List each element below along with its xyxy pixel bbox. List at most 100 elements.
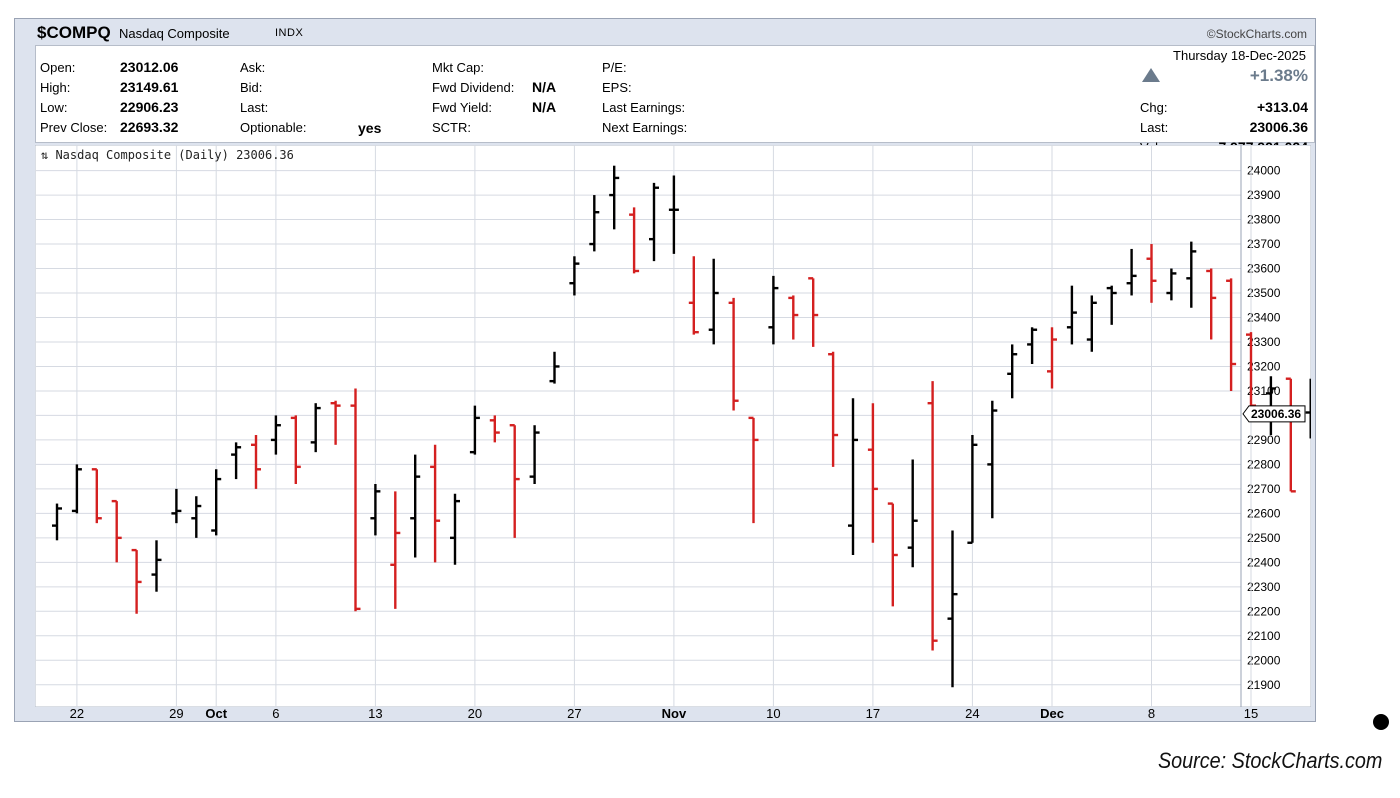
y-tick-label: 23900	[1247, 188, 1281, 202]
last-value-label: 23006.36	[1251, 407, 1301, 421]
x-tick-label: 8	[1147, 706, 1156, 721]
ohlc-bar	[469, 405, 480, 455]
percent-change: +1.38%	[1249, 66, 1308, 85]
chg-value: +313.04	[1257, 99, 1308, 115]
last-price-value: 23006.36	[1249, 119, 1308, 135]
last-price-label: Last:	[1140, 120, 1169, 135]
ohlc-bar	[1186, 241, 1197, 308]
chg-label: Chg:	[1140, 100, 1168, 115]
ohlc-bar	[1027, 327, 1038, 365]
mkt-cap-label: Mkt Cap:	[432, 60, 485, 75]
ohlc-bar	[171, 488, 182, 524]
y-tick-label: 22700	[1247, 482, 1281, 496]
x-tick-label: Nov	[661, 706, 687, 721]
ohlc-bar	[768, 275, 779, 345]
pe-label: P/E:	[602, 60, 627, 75]
y-tick-label: 22000	[1247, 653, 1281, 667]
ohlc-bar	[728, 297, 739, 411]
ohlc-bar	[629, 207, 640, 274]
ohlc-bar	[569, 256, 580, 296]
x-tick-label: 27	[567, 706, 582, 721]
fwd-dividend-label: Fwd Dividend:	[432, 80, 515, 95]
low-label: Low:	[40, 100, 68, 115]
y-tick-label: 22500	[1247, 531, 1281, 545]
ohlc-bar	[330, 400, 341, 445]
index-name: Nasdaq Composite	[119, 26, 230, 41]
ohlc-bar	[788, 295, 799, 340]
ohlc-bar	[151, 540, 162, 592]
ohlc-bar	[1285, 377, 1296, 493]
ohlc-bar	[71, 464, 82, 514]
quote-panel: Open: 23012.06 High: 23149.61 Low: 22906…	[35, 45, 1315, 155]
next-earnings-label: Next Earnings:	[602, 120, 688, 135]
optionable-value: yes	[358, 120, 382, 136]
ohlc-bar	[867, 403, 878, 543]
ohlc-bar	[350, 388, 361, 612]
high-value: 23149.61	[120, 79, 179, 95]
ohlc-bar	[589, 195, 600, 252]
ask-label: Ask:	[240, 60, 266, 75]
x-tick-label: 17	[865, 706, 881, 721]
ohlc-bar	[509, 424, 520, 538]
ohlc-bar	[91, 468, 102, 524]
eps-label: EPS:	[602, 80, 632, 95]
ohlc-bar	[231, 442, 242, 480]
ohlc-bar	[489, 415, 500, 443]
exchange: INDX	[275, 27, 304, 39]
y-tick-label: 21900	[1247, 678, 1281, 692]
ohlc-bar	[907, 459, 918, 568]
ohlc-bar	[111, 499, 122, 563]
ohlc-bar	[688, 256, 699, 335]
ohlc-bar	[211, 469, 222, 536]
price-chart: 21900 22000 22100 22200 22300 22400 22500 22600…	[34, 144, 1316, 708]
y-tick-label: 22400	[1247, 555, 1281, 569]
ohlc-bar	[52, 503, 62, 541]
chart-title-bar: $COMPQ Nasdaq Composite INDX ©StockChart…	[15, 19, 1315, 45]
y-tick-label: 23300	[1247, 335, 1281, 349]
x-tick-label: 13	[368, 706, 383, 721]
y-tick-label: 23500	[1247, 286, 1281, 300]
x-tick-label: 20	[467, 706, 483, 721]
ohlc-bar	[649, 182, 659, 262]
ohlc-bar	[549, 351, 560, 384]
ohlc-chart-svg: 21900 22000 22100 22200 22300 22400 22500 22600…	[34, 144, 1316, 708]
ohlc-bar	[828, 351, 839, 467]
y-tick-label: 22300	[1247, 580, 1281, 594]
bid-label: Bid:	[240, 80, 263, 95]
ohlc-bar	[947, 530, 958, 688]
brand-label: ©StockCharts.com	[1206, 27, 1307, 41]
y-tick-label: 22200	[1247, 604, 1281, 618]
ohlc-bar	[1226, 278, 1237, 391]
x-tick-label: 24	[965, 706, 980, 721]
source-caption: Source: StockCharts.com	[1157, 748, 1382, 773]
y-tick-label: 23200	[1247, 359, 1281, 373]
chart-legend: ⇅ Nasdaq Composite (Daily) 23006.36	[41, 148, 294, 162]
ohlc-bar	[370, 483, 381, 536]
x-tick-label: 15	[1243, 706, 1259, 721]
ohlc-bar	[450, 493, 460, 565]
symbol: $COMPQ	[37, 23, 111, 42]
x-tick-label: 29	[169, 706, 184, 721]
ohlc-bar	[1066, 285, 1077, 345]
prev-close-label: Prev Close:	[40, 120, 108, 135]
low-value: 22906.23	[120, 99, 179, 115]
ohlc-bar	[887, 502, 898, 607]
last-label: Last:	[240, 100, 269, 115]
ohlc-bar	[848, 398, 858, 555]
ohlc-bar	[987, 400, 998, 519]
corner-dot-icon	[1373, 714, 1389, 730]
open-label: Open:	[40, 60, 76, 75]
ohlc-bar	[1126, 248, 1137, 296]
ohlc-bar	[668, 175, 679, 254]
x-tick-label: 22	[69, 706, 85, 721]
ohlc-bar	[310, 403, 321, 453]
quote-date: Thursday 18-Dec-2025	[1173, 48, 1306, 63]
ohlc-bar	[410, 454, 421, 558]
ohlc-bar	[808, 277, 819, 347]
y-tick-label: 22600	[1247, 506, 1281, 520]
up-arrow-icon	[1142, 68, 1160, 82]
x-tick-label: Oct	[205, 706, 228, 721]
ohlc-bar	[927, 381, 938, 651]
ohlc-bar	[609, 165, 620, 230]
y-tick-label: 23400	[1247, 310, 1281, 324]
